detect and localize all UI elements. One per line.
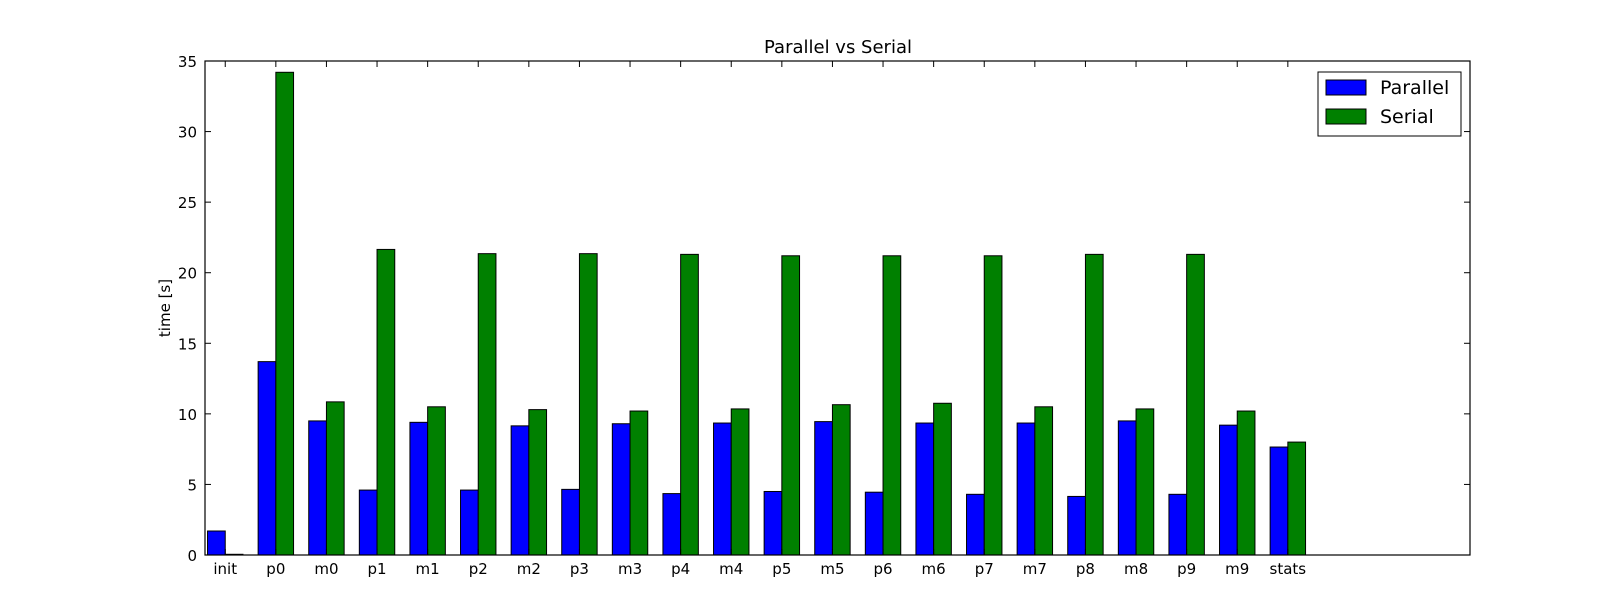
bar-serial-p6	[882, 255, 902, 556]
bar-parallel-p1	[358, 489, 378, 556]
bar-serial-m6	[933, 402, 952, 556]
bar-serial-p1	[376, 248, 396, 556]
bar-parallel-m6	[915, 422, 935, 556]
bar-parallel-p6	[864, 491, 884, 556]
legend: Parallel Serial	[1317, 71, 1462, 137]
bar-parallel-p5	[763, 490, 783, 556]
x-tick-label-m3: m3	[618, 560, 642, 578]
bar-parallel-p4	[662, 493, 682, 556]
bar-parallel-p7	[966, 493, 985, 556]
bar-parallel-m9	[1219, 424, 1238, 556]
bar-serial-p3	[578, 253, 598, 556]
x-tick-label-p5: p5	[772, 560, 791, 578]
x-tick-label-p8: p8	[1076, 560, 1095, 578]
y-tick-label: 30	[178, 124, 197, 142]
x-tick-label-p4: p4	[671, 560, 690, 578]
bar-parallel-stats	[1269, 446, 1289, 556]
bar-parallel-m8	[1117, 420, 1137, 556]
x-tick-label-m7: m7	[1023, 560, 1047, 578]
bar-serial-stats	[1287, 441, 1307, 556]
bar-serial-p0	[275, 71, 295, 556]
bar-parallel-m2	[510, 425, 530, 556]
legend-label-serial: Serial	[1380, 106, 1434, 128]
bar-parallel-m1	[409, 421, 429, 556]
bar-parallel-p9	[1168, 493, 1188, 556]
x-tick-label-stats: stats	[1270, 560, 1307, 578]
x-tick-label-m9: m9	[1225, 560, 1249, 578]
bar-parallel-init	[207, 530, 226, 556]
x-tick-label-p7: p7	[975, 560, 994, 578]
bar-serial-p7	[983, 255, 1003, 556]
x-tick-label-p0: p0	[266, 560, 285, 578]
y-tick-label: 0	[187, 547, 197, 565]
x-tick-label-m4: m4	[719, 560, 743, 578]
bar-serial-p9	[1186, 253, 1205, 556]
bar-parallel-p8	[1067, 495, 1086, 556]
bar-serial-p5	[781, 255, 801, 556]
plot-frame	[204, 60, 1471, 556]
bar-parallel-m4	[713, 422, 732, 556]
bar-serial-m2	[528, 409, 548, 556]
bar-parallel-p3	[561, 488, 580, 556]
y-tick-label: 5	[187, 476, 197, 494]
bar-serial-p8	[1084, 253, 1104, 556]
bar-serial-m0	[325, 401, 345, 556]
bar-serial-m3	[629, 410, 649, 556]
bar-parallel-m0	[308, 420, 327, 556]
bar-parallel-m7	[1016, 422, 1036, 556]
bar-serial-m1	[427, 406, 446, 556]
chart-title: Parallel vs Serial	[764, 37, 912, 58]
legend-label-parallel: Parallel	[1380, 77, 1449, 99]
y-tick-label: 10	[178, 406, 197, 424]
bar-parallel-m5	[814, 421, 833, 556]
x-tick-label-m0: m0	[314, 560, 338, 578]
x-tick-label-p2: p2	[469, 560, 488, 578]
x-tick-label-m1: m1	[416, 560, 440, 578]
bar-serial-m8	[1135, 408, 1155, 556]
x-tick-label-p1: p1	[368, 560, 387, 578]
bar-parallel-m3	[611, 423, 631, 556]
y-tick-label: 15	[178, 335, 197, 353]
bar-serial-p4	[680, 253, 699, 556]
bar-serial-m7	[1034, 406, 1054, 556]
y-axis-label: time [s]	[156, 279, 174, 337]
x-tick-label-p6: p6	[874, 560, 893, 578]
bar-serial-m5	[831, 404, 851, 556]
x-tick-label-m5: m5	[820, 560, 844, 578]
x-tick-label-m2: m2	[517, 560, 541, 578]
x-tick-label-m8: m8	[1124, 560, 1148, 578]
bar-serial-m4	[730, 408, 750, 556]
y-tick-label: 20	[178, 265, 197, 283]
bar-parallel-p0	[257, 361, 277, 556]
legend-swatch-parallel	[1325, 79, 1367, 96]
x-tick-label-m6: m6	[922, 560, 946, 578]
y-tick-label: 25	[178, 194, 197, 212]
x-tick-label-p3: p3	[570, 560, 589, 578]
bar-serial-p2	[477, 253, 497, 556]
bar-parallel-p2	[460, 489, 479, 556]
x-tick-label-init: init	[213, 560, 237, 578]
plot-area: 0 5 10 15 20 25 30 35 init p0 m0 p1 m1 p2 m2 p3 m3 p4 m4 p5…	[178, 53, 1470, 578]
legend-swatch-serial	[1325, 108, 1367, 125]
y-tick-label: 35	[178, 53, 197, 71]
x-tick-label-p9: p9	[1177, 560, 1196, 578]
bar-serial-m9	[1236, 410, 1256, 556]
